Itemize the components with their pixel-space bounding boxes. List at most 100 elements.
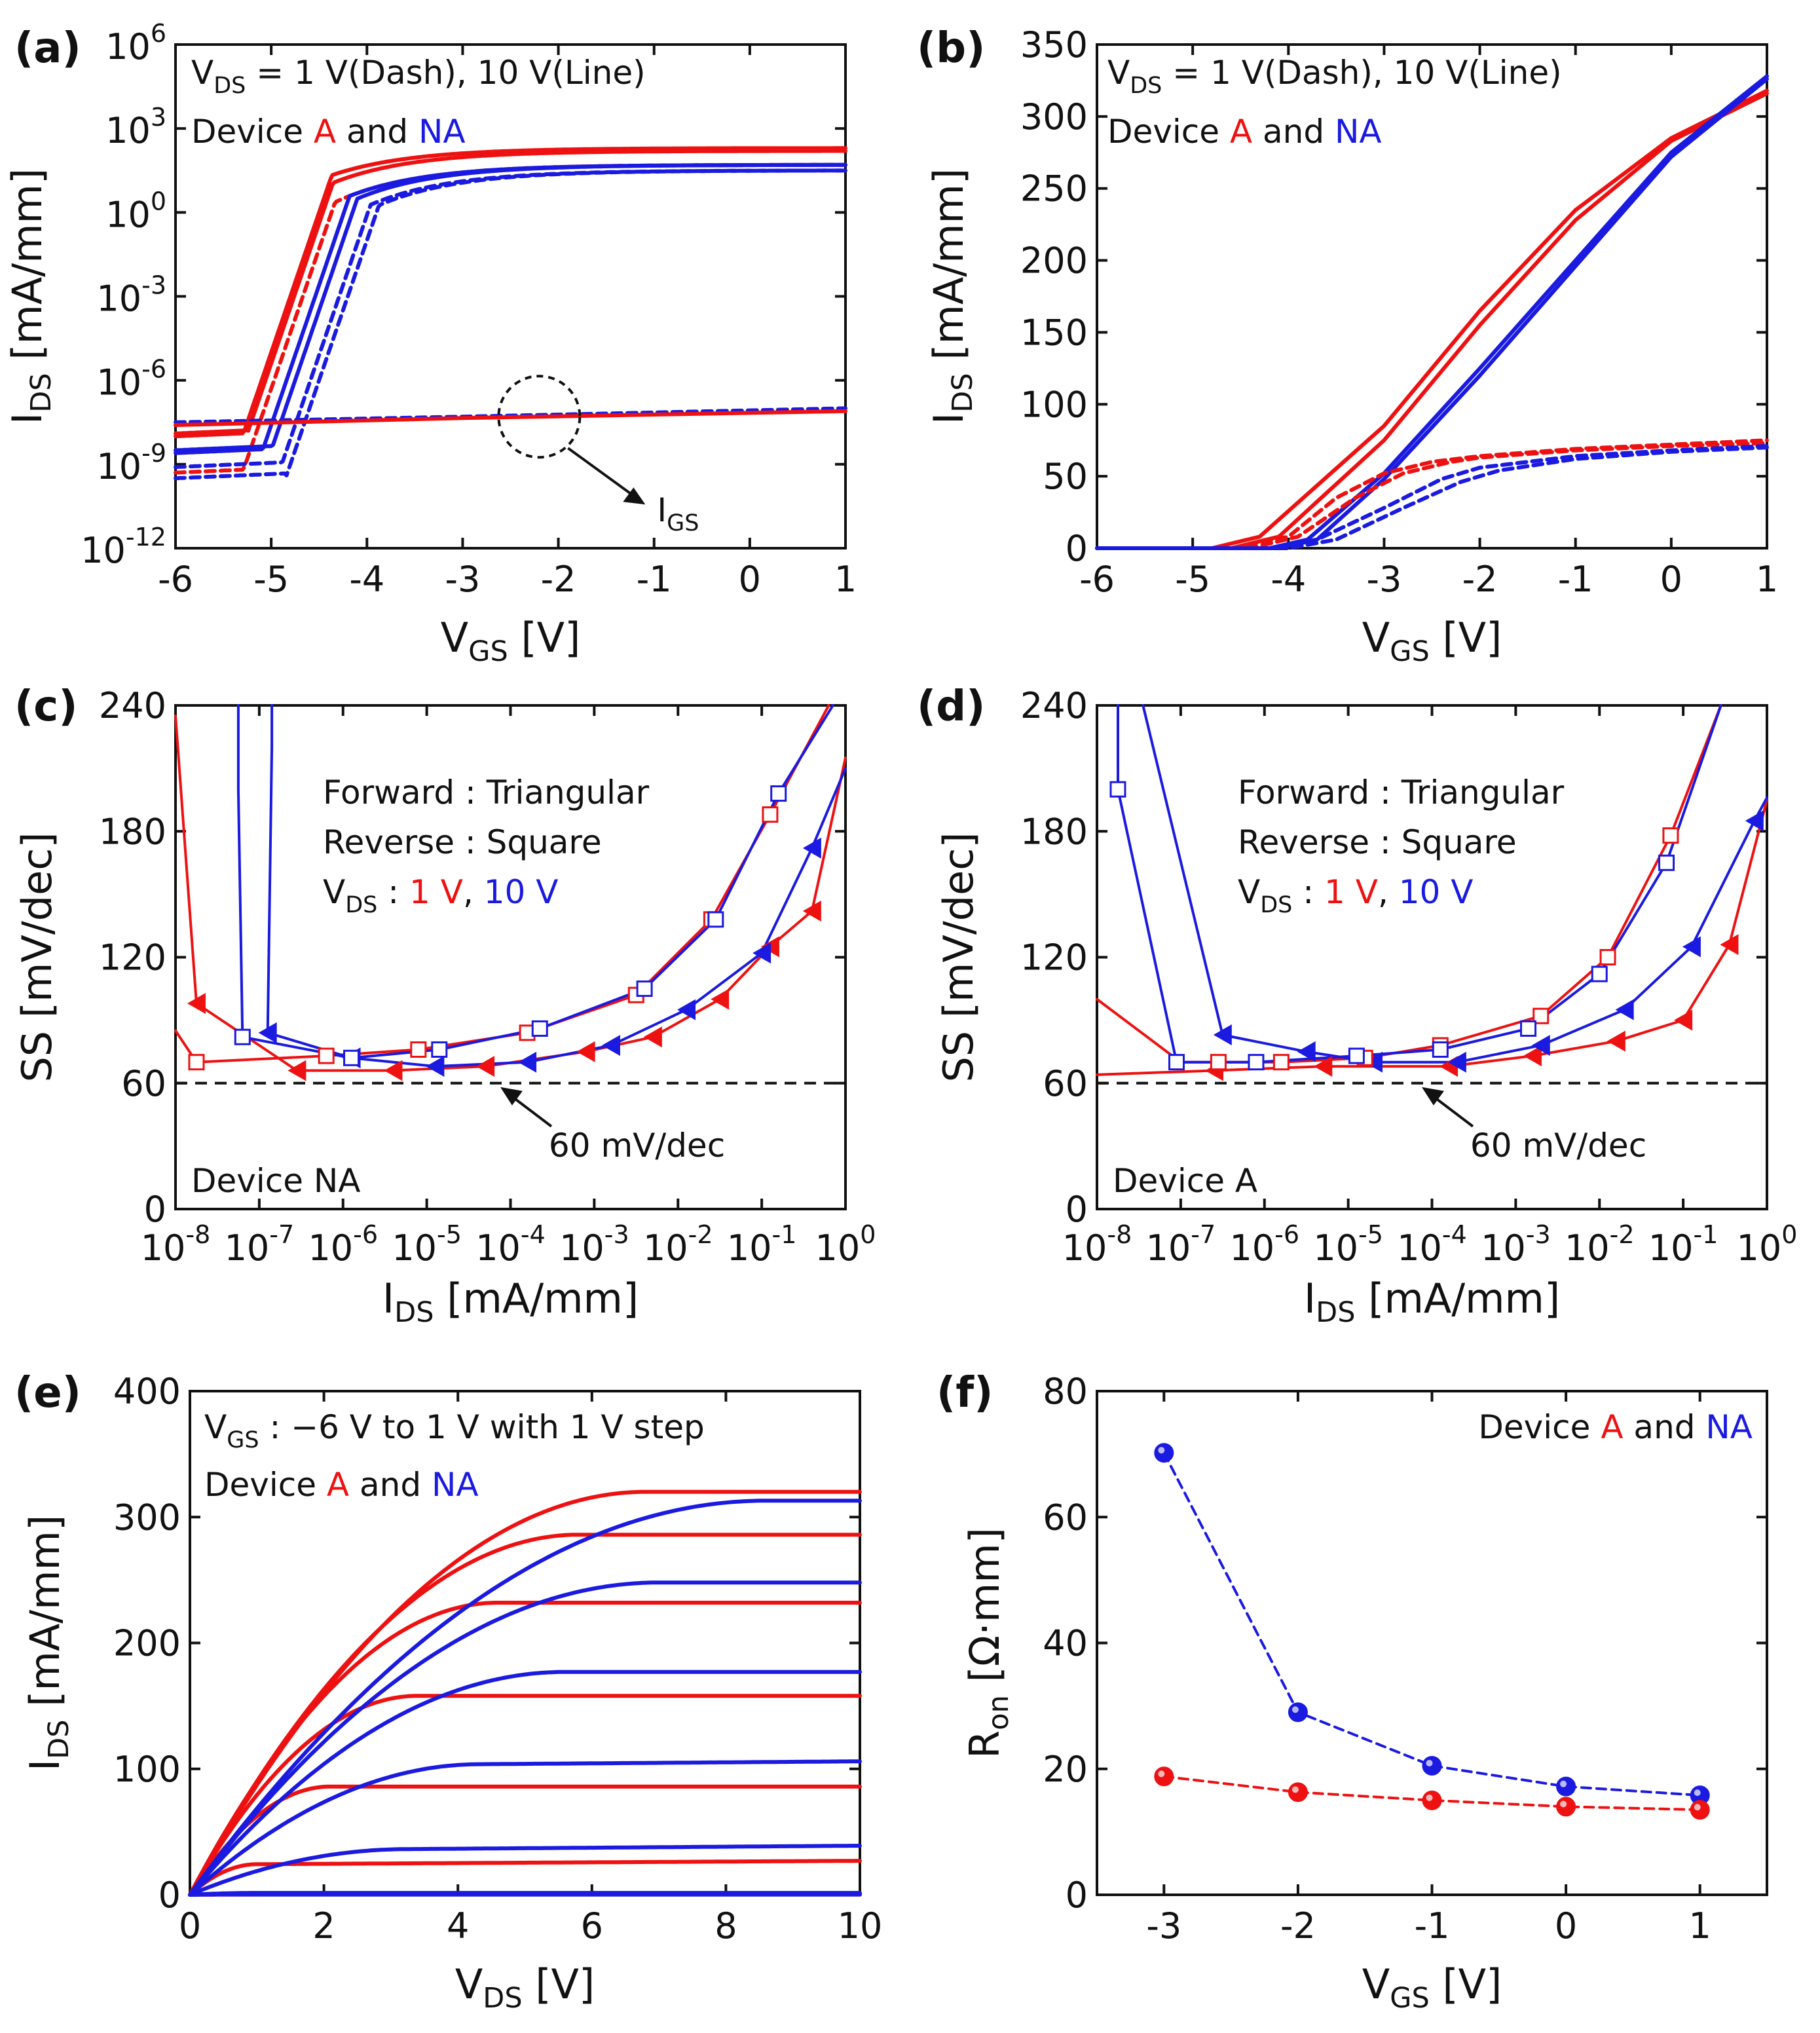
ron-marker-highlight [1560,1800,1567,1808]
ron-marker [1154,1443,1174,1463]
transfer-curve [174,162,847,455]
y-axis-label-base: I [3,413,51,424]
forward-marker [426,1056,445,1077]
transfer-curve [1095,441,1769,550]
ron-marker [1556,1797,1576,1817]
ss-curve [1142,704,1768,1064]
x-tick-label: -1 [1415,1905,1450,1947]
transfer-curve [1095,445,1769,550]
x-axis-label: IDS [mA/mm] [1304,1275,1560,1329]
x-tick-base: 10 [1648,1227,1694,1269]
x-tick-exp: -7 [1191,1220,1216,1249]
legend-devices: Device A and NA [204,1466,479,1504]
y-tick-label: 0 [144,1189,166,1230]
forward-marker [1447,1051,1466,1073]
x-tick-exp: -8 [1107,1220,1132,1249]
legend-devices-prefix: Device [204,1466,327,1504]
y-tick-label: 150 [1020,312,1088,353]
ron-marker-highlight [1158,1770,1165,1778]
y-tick-exp: 3 [151,103,166,132]
y-axis-label-rest: [mA/mm] [3,168,51,373]
panel-label: (c) [14,682,77,731]
legend-bias-sub: DS [214,73,246,99]
y-tick-label: 0 [1066,1874,1088,1916]
x-axis-label-rest: [V] [1430,614,1502,662]
y-axis-label: SS [mV/dec] [935,832,982,1082]
x-tick-label: -2 [1280,1905,1316,1947]
y-tick-label: 40 [1043,1623,1088,1664]
forward-marker [1297,1041,1316,1062]
legend-bias-rest: = 1 V(Dash), 10 V(Line) [1162,54,1561,92]
legend-devices: Device A and NA [1107,113,1382,151]
y-tick-label: 300 [1020,96,1088,138]
x-axis-label-rest: [V] [1430,1960,1502,2008]
legend-vds-sub: DS [1260,892,1292,918]
ron-marker [1288,1702,1308,1723]
y-tick-label: 240 [1020,685,1088,726]
y-tick-label: 0 [1066,528,1088,569]
x-tick-label: 0 [1660,559,1682,600]
device-label: Device NA [191,1162,361,1200]
y-tick-label: 0 [158,1874,181,1916]
x-tick-label: 10-8 [1062,1220,1132,1269]
x-tick-exp: -3 [604,1220,629,1249]
legend-device-na: NA [418,113,466,151]
legend-devices-and: and [1624,1408,1706,1446]
x-tick-base: 10 [643,1227,688,1269]
legend-bias-base: V [204,1408,227,1446]
y-axis-label-rest: [mA/mm] [925,168,973,373]
legend-bias-base: V [1107,54,1130,92]
x-tick-label: 0 [179,1905,201,1947]
reverse-marker [1348,1047,1365,1064]
legend-devices-prefix: Device [1107,113,1230,151]
legend-bias-sub: GS [227,1427,259,1453]
y-tick-label: 10-12 [81,523,166,571]
x-tick-label: 10-3 [1481,1220,1551,1269]
x-tick-exp: -5 [1358,1220,1383,1249]
x-tick-label: 10-5 [392,1220,462,1269]
panel-a: (a)-6 -5 -4 -3 -2 -1 0 110610310010-310-610-910… [3,19,857,668]
x-tick-exp: -4 [521,1220,546,1249]
y-tick-label: 240 [99,685,166,726]
legend-vds: VDS : 1 V, 10 V [1238,873,1473,918]
legend-vds-comma: , [1378,873,1399,911]
y-tick-label: 100 [105,187,166,235]
y-tick-base: 10 [96,278,141,320]
x-tick-label: -5 [1175,559,1210,600]
y-tick-exp: -3 [141,271,166,300]
x-tick-label: 10-4 [475,1220,546,1269]
x-axis-label: VGS [V] [1362,614,1502,668]
x-tick-label: -5 [253,559,289,600]
legend-bias: VGS : −6 V to 1 V with 1 V step [204,1408,705,1453]
ron-curve [1162,1451,1701,1797]
marker-legend: Forward : Triangular [1238,774,1565,811]
x-tick-base: 10 [815,1227,861,1269]
y-axis-label: IDS [mA/mm] [21,1515,75,1771]
forward-marker [752,942,771,964]
x-axis-label-sub: GS [1390,1982,1430,2015]
x-tick-base: 10 [141,1227,186,1269]
legend-device-a: A [1601,1408,1623,1446]
y-axis-label: IDS [mA/mm] [3,168,58,424]
reverse-marker [431,1041,448,1058]
legend-vds: VDS : 1 V, 10 V [323,873,558,918]
reverse-marker [762,806,779,823]
forward-marker [711,988,730,1010]
panel-label: (d) [917,682,985,731]
igs-label-base: I [657,491,667,529]
reverse-marker [343,1049,360,1066]
reverse-marker [1248,1054,1265,1071]
output-curve [188,1859,862,1897]
output-curve [188,1844,862,1897]
x-axis-label-base: I [382,1275,394,1322]
transfer-curve [174,162,847,453]
legend-vds-sub: DS [345,892,377,918]
output-curve [188,1759,862,1897]
forward-marker [1720,934,1739,956]
panel-b: (b)-6 -5 -4 -3 -2 -1 0 1050100150200250300350VG… [917,24,1778,668]
panel-label: (e) [14,1369,81,1417]
x-axis-label-sub: DS [483,1982,522,2015]
x-tick-label: -3 [1367,559,1402,600]
x-tick-label: -2 [1462,559,1498,600]
x-tick-base: 10 [1737,1227,1782,1269]
